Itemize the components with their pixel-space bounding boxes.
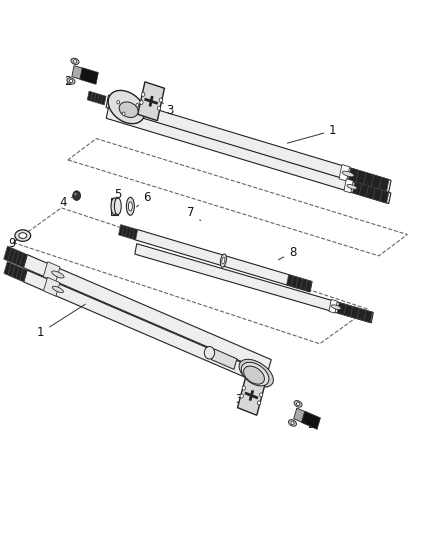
Polygon shape bbox=[43, 262, 60, 282]
Polygon shape bbox=[337, 303, 372, 322]
Polygon shape bbox=[294, 408, 305, 422]
Text: 3: 3 bbox=[162, 102, 173, 117]
Text: 4: 4 bbox=[59, 196, 73, 209]
Ellipse shape bbox=[15, 230, 31, 241]
Ellipse shape bbox=[114, 198, 121, 215]
Circle shape bbox=[122, 112, 125, 116]
Polygon shape bbox=[353, 182, 389, 203]
Circle shape bbox=[141, 92, 145, 96]
Ellipse shape bbox=[52, 271, 64, 278]
Ellipse shape bbox=[244, 366, 265, 384]
Polygon shape bbox=[43, 277, 60, 296]
Ellipse shape bbox=[342, 171, 354, 177]
Ellipse shape bbox=[108, 91, 145, 124]
Text: 7: 7 bbox=[187, 206, 201, 221]
Circle shape bbox=[259, 393, 263, 397]
Polygon shape bbox=[111, 198, 118, 215]
Circle shape bbox=[136, 103, 139, 107]
Text: 3: 3 bbox=[235, 393, 243, 406]
Ellipse shape bbox=[119, 102, 138, 117]
Ellipse shape bbox=[19, 233, 27, 238]
Text: 8: 8 bbox=[279, 246, 296, 260]
Circle shape bbox=[74, 60, 77, 63]
Ellipse shape bbox=[239, 359, 273, 387]
Ellipse shape bbox=[241, 362, 269, 386]
Polygon shape bbox=[24, 255, 271, 373]
Polygon shape bbox=[344, 179, 353, 193]
Polygon shape bbox=[348, 168, 389, 192]
Polygon shape bbox=[237, 376, 265, 415]
Ellipse shape bbox=[126, 197, 134, 215]
Polygon shape bbox=[106, 108, 391, 204]
Polygon shape bbox=[4, 246, 27, 268]
Polygon shape bbox=[80, 68, 99, 84]
Text: 2: 2 bbox=[64, 75, 78, 88]
Ellipse shape bbox=[347, 184, 357, 189]
Polygon shape bbox=[286, 274, 312, 292]
Polygon shape bbox=[24, 270, 271, 387]
Polygon shape bbox=[135, 244, 373, 323]
Polygon shape bbox=[135, 229, 312, 292]
Circle shape bbox=[297, 402, 300, 406]
Text: 9: 9 bbox=[8, 237, 16, 250]
Polygon shape bbox=[72, 66, 82, 79]
Circle shape bbox=[291, 421, 294, 425]
Circle shape bbox=[157, 106, 161, 110]
Polygon shape bbox=[329, 300, 337, 313]
Ellipse shape bbox=[289, 419, 297, 426]
Polygon shape bbox=[87, 91, 106, 105]
Circle shape bbox=[242, 386, 245, 390]
Circle shape bbox=[70, 79, 72, 83]
Ellipse shape bbox=[128, 202, 132, 211]
Circle shape bbox=[117, 101, 120, 104]
Ellipse shape bbox=[222, 257, 225, 264]
Circle shape bbox=[159, 98, 162, 102]
Polygon shape bbox=[138, 82, 164, 120]
Polygon shape bbox=[301, 411, 321, 430]
Text: 1: 1 bbox=[37, 304, 85, 339]
Ellipse shape bbox=[331, 305, 341, 310]
Circle shape bbox=[74, 193, 77, 196]
Circle shape bbox=[140, 100, 143, 104]
Ellipse shape bbox=[294, 400, 302, 407]
Text: 1: 1 bbox=[287, 124, 337, 143]
Ellipse shape bbox=[67, 78, 75, 84]
Ellipse shape bbox=[220, 254, 226, 268]
Ellipse shape bbox=[52, 286, 64, 293]
Polygon shape bbox=[212, 349, 237, 369]
Circle shape bbox=[204, 346, 215, 359]
Ellipse shape bbox=[111, 198, 118, 215]
Ellipse shape bbox=[71, 58, 79, 64]
Polygon shape bbox=[4, 262, 27, 282]
Circle shape bbox=[258, 401, 261, 405]
Polygon shape bbox=[119, 224, 138, 240]
Circle shape bbox=[73, 191, 81, 200]
Polygon shape bbox=[339, 165, 350, 181]
Polygon shape bbox=[106, 95, 391, 193]
Text: 2: 2 bbox=[307, 418, 315, 431]
Text: 5: 5 bbox=[114, 188, 121, 204]
Circle shape bbox=[240, 394, 244, 398]
Text: 6: 6 bbox=[137, 191, 151, 207]
